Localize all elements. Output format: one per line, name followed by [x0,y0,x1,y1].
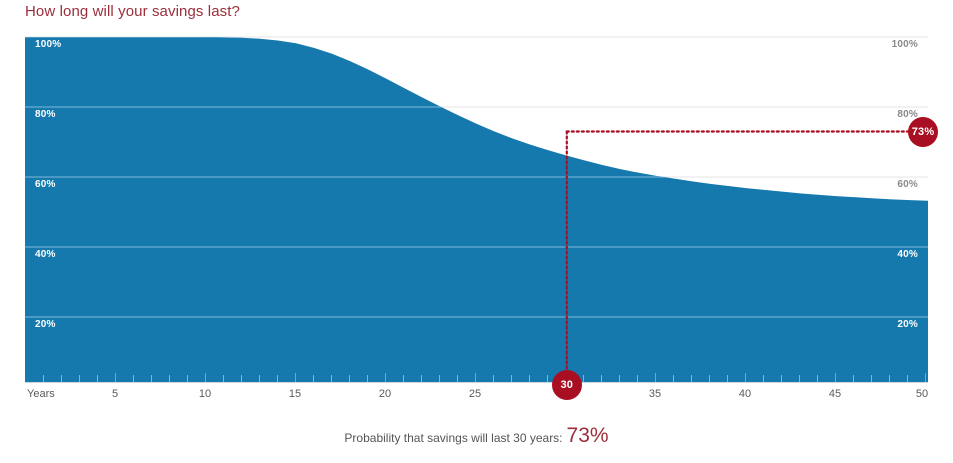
y-axis-label-left-40: 40% [35,249,56,260]
x-tick [727,375,728,382]
x-tick [349,375,350,382]
x-tick [169,375,170,382]
x-tick [709,375,710,382]
x-tick [619,375,620,382]
x-tick [511,375,512,382]
x-tick-label-50: 50 [915,388,929,400]
x-marker-badge-30[interactable]: 30 [551,370,582,400]
x-tick [691,375,692,382]
x-tick [151,375,152,382]
y-axis-label-left-80: 80% [35,109,56,120]
x-tick-label-20: 20 [378,388,392,400]
probability-area-fill [25,37,928,382]
x-tick-major [745,373,746,382]
x-tick [259,375,260,382]
x-tick-label-45: 45 [828,388,842,400]
x-tick-major [835,373,836,382]
x-tick-major [295,373,296,382]
x-tick [133,375,134,382]
y-marker-badge-73-percent[interactable]: 73% [908,116,938,147]
area-chart-svg [25,36,928,382]
x-tick [403,375,404,382]
x-tick-label-25: 25 [468,388,482,400]
x-tick-label-40: 40 [738,388,752,400]
x-tick [61,375,62,382]
x-axis-name: Years [27,388,55,400]
x-tick [601,375,602,382]
caption-value: 73% [566,424,609,447]
x-tick [763,375,764,382]
y-axis-label-left-60: 60% [35,179,56,190]
x-tick [637,375,638,382]
x-tick [781,375,782,382]
x-tick [529,375,530,382]
x-tick [97,375,98,382]
x-tick [241,375,242,382]
x-tick-label-15: 15 [288,388,302,400]
x-tick [367,375,368,382]
x-tick [79,375,80,382]
x-tick [547,375,548,382]
y-axis-label-right-20: 20% [897,319,918,330]
chart-caption: Probability that savings will last 30 ye… [0,424,953,448]
x-tick [853,375,854,382]
x-tick [799,375,800,382]
x-tick [187,375,188,382]
x-tick [493,375,494,382]
x-tick [331,375,332,382]
x-tick-major [655,373,656,382]
y-axis-label-right-100: 100% [891,39,918,50]
x-tick [223,375,224,382]
x-tick [583,375,584,382]
x-tick [313,375,314,382]
page-title: How long will your savings last? [25,3,240,20]
x-tick-label-10: 10 [198,388,212,400]
caption-text: Probability that savings will last 30 ye… [344,431,563,445]
x-tick [421,375,422,382]
x-tick-major [385,373,386,382]
y-axis-label-right-80: 80% [897,109,918,120]
x-tick [277,375,278,382]
x-tick-label-5: 5 [111,388,119,400]
x-tick-major [205,373,206,382]
x-tick-label-35: 35 [648,388,662,400]
x-tick [43,375,44,382]
x-axis: Years 5 10 15 20 25 35 40 45 50 [25,373,929,408]
y-axis-label-right-40: 40% [897,249,918,260]
x-tick-major [475,373,476,382]
y-axis-label-left-100: 100% [35,39,62,50]
x-tick [439,375,440,382]
x-tick [817,375,818,382]
x-tick [871,375,872,382]
y-axis-label-left-20: 20% [35,319,56,330]
x-tick [673,375,674,382]
x-tick [907,375,908,382]
x-tick [457,375,458,382]
x-tick-major [925,373,926,382]
x-tick-major [115,373,116,382]
y-axis-label-right-60: 60% [897,179,918,190]
x-tick [889,375,890,382]
x-axis-line [25,382,928,383]
plot-area: 100% 80% 60% 40% 20% 100% 80% 60% 40% 20… [25,33,928,382]
